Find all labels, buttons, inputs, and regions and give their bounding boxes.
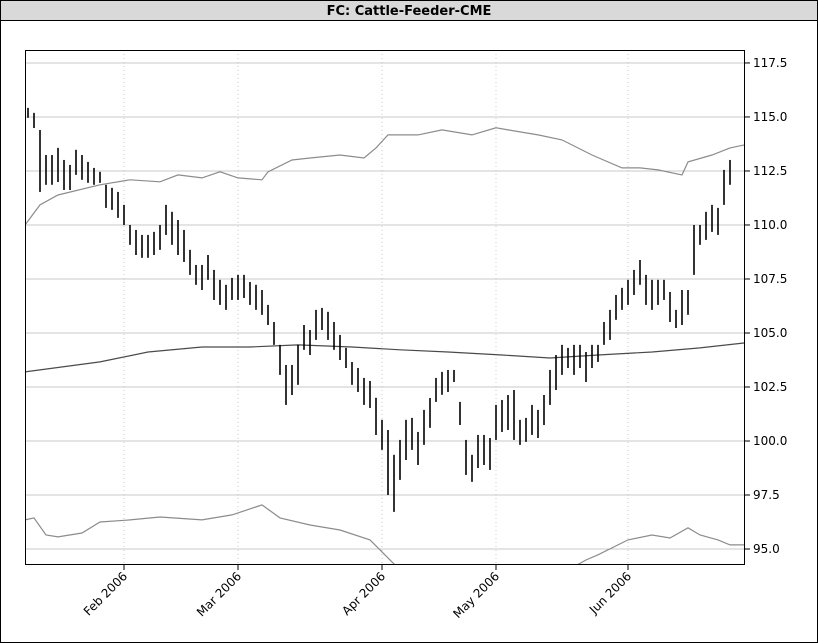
chart-title: FC: Cattle-Feeder-CME — [327, 4, 492, 19]
y-tick-label: 97.5 — [753, 488, 780, 502]
y-tick-label: 102.5 — [753, 380, 787, 394]
y-tick-label: 107.5 — [753, 272, 787, 286]
y-tick-label: 112.5 — [753, 164, 787, 178]
line-series — [25, 342, 745, 373]
plot-border — [25, 50, 745, 565]
y-tick-label: 115.0 — [753, 110, 787, 124]
y-tick-label: 95.0 — [753, 542, 780, 556]
y-tick-label: 100.0 — [753, 434, 787, 448]
y-tick-label: 117.5 — [753, 56, 787, 70]
y-tick-label: 105.0 — [753, 326, 787, 340]
line-series — [25, 504, 745, 565]
y-tick-label: 110.0 — [753, 218, 787, 232]
line-series — [25, 127, 745, 226]
